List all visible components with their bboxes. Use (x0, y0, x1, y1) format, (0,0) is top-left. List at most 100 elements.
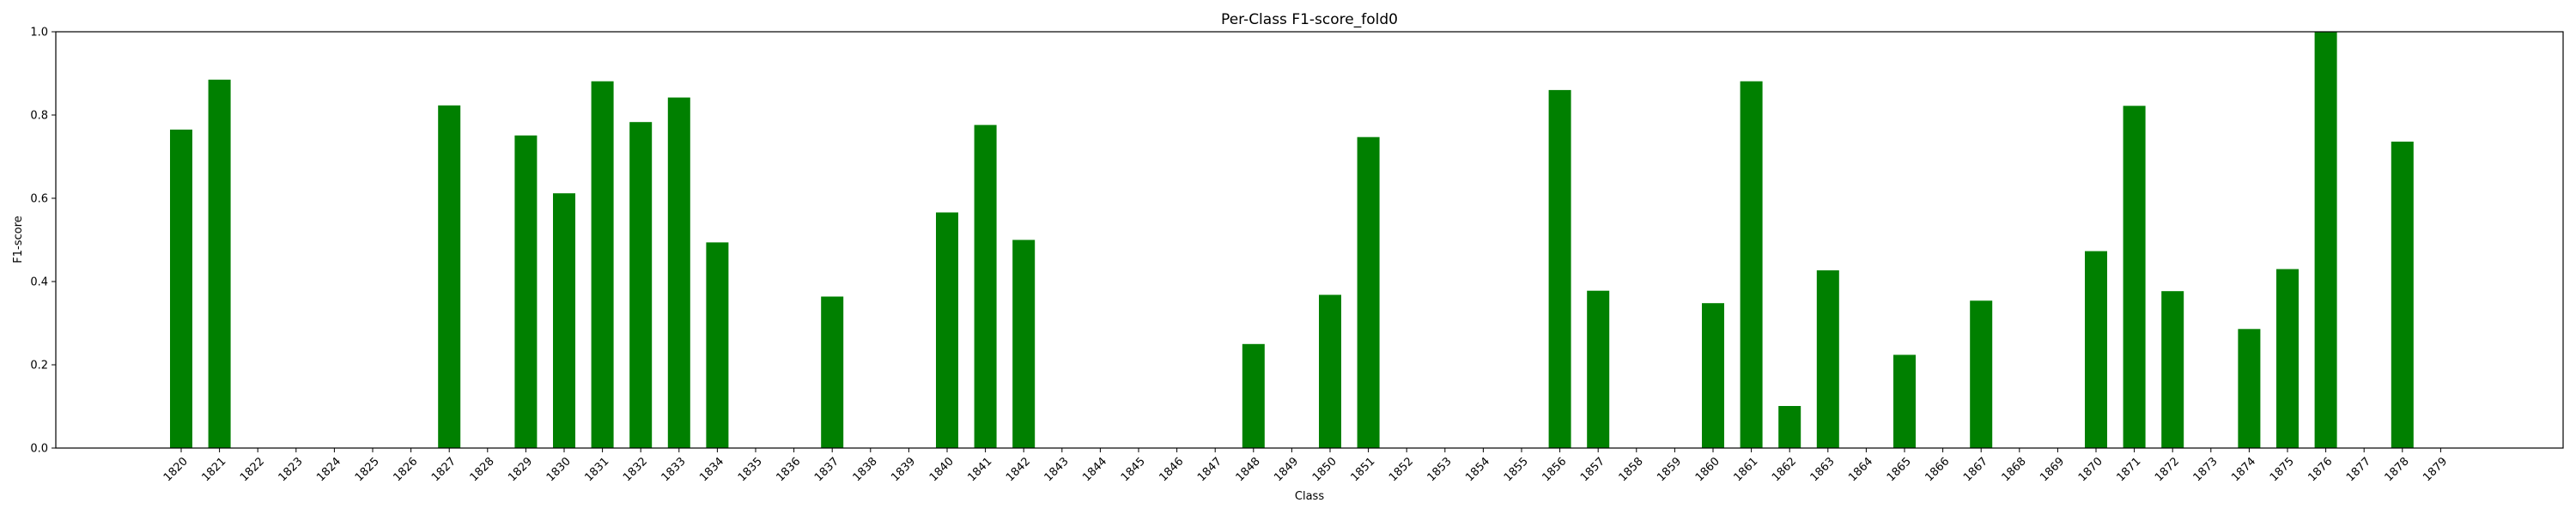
bar-1878 (2391, 142, 2414, 448)
x-tick-label: 1859 (1655, 455, 1684, 484)
x-tick-label: 1842 (1004, 455, 1033, 484)
bar-1872 (2161, 291, 2184, 448)
chart-title: Per-Class F1-score_fold0 (1221, 11, 1398, 28)
y-tick-label: 0.8 (30, 110, 48, 123)
x-tick-label: 1828 (468, 455, 497, 484)
x-tick-label: 1855 (1502, 455, 1531, 484)
bar-1829 (514, 135, 538, 449)
x-tick-label: 1858 (1617, 455, 1646, 484)
x-tick-label: 1856 (1540, 455, 1569, 484)
plot-frame (55, 31, 2564, 449)
y-tick-label: 0.4 (30, 276, 48, 289)
bar-1841 (974, 124, 997, 448)
bar-1871 (2123, 106, 2146, 449)
x-tick-label: 1841 (965, 455, 994, 484)
bar-1820 (170, 130, 192, 448)
x-tick-label: 1829 (506, 455, 535, 484)
x-tick-label: 1863 (1808, 455, 1838, 484)
bars (170, 32, 2414, 449)
y-tick-label: 1.0 (30, 27, 48, 39)
x-tick-label: 1825 (353, 455, 382, 484)
bar-1840 (936, 212, 958, 448)
x-tick-label: 1862 (1770, 455, 1799, 484)
x-tick-label: 1830 (544, 455, 574, 484)
bar-1848 (1242, 343, 1265, 449)
y-axis: 0.0 0.2 0.4 0.6 0.8 1.0 (30, 27, 56, 456)
x-tick-label: 1832 (621, 455, 650, 484)
x-tick-label: 1866 (1923, 455, 1952, 484)
x-tick-label: 1845 (1119, 455, 1148, 484)
x-tick-label: 1838 (851, 455, 880, 484)
bar-1865 (1893, 354, 1916, 448)
bar-1870 (2085, 251, 2107, 448)
x-tick-label: 1837 (812, 455, 841, 484)
x-tick-label: 1853 (1425, 455, 1455, 484)
bar-1834 (706, 242, 729, 448)
x-tick-label: 1823 (276, 455, 306, 484)
x-tick-label: 1867 (1961, 455, 1990, 484)
x-tick-label: 1820 (161, 455, 191, 484)
x-tick-label: 1847 (1195, 455, 1224, 484)
x-tick-label: 1824 (314, 455, 343, 484)
bar-1867 (1970, 300, 1993, 448)
x-tick-label: 1872 (2153, 455, 2182, 484)
x-tick-label: 1864 (1846, 455, 1875, 484)
x-tick-label: 1827 (429, 455, 459, 484)
x-tick-label: 1826 (391, 455, 420, 484)
y-axis-label: F1-score (12, 215, 25, 263)
x-tick-label: 1871 (2114, 455, 2143, 484)
bar-1821 (208, 79, 231, 449)
bar-1837 (821, 296, 844, 448)
bar-1856 (1548, 89, 1571, 449)
bar-1827 (438, 105, 461, 449)
x-tick-label: 1873 (2191, 455, 2221, 484)
x-tick-label: 1879 (2421, 455, 2450, 484)
bar-1857 (1587, 290, 1610, 448)
x-tick-label: 1877 (2344, 455, 2373, 484)
y-tick-label: 0.0 (30, 443, 48, 456)
bar-1860 (1702, 303, 1724, 448)
x-tick-label: 1839 (889, 455, 918, 484)
x-tick-label: 1851 (1348, 455, 1377, 484)
x-tick-label: 1857 (1578, 455, 1607, 484)
x-tick-label: 1844 (1080, 455, 1109, 484)
x-tick-label: 1836 (774, 455, 803, 484)
bar-1832 (629, 122, 653, 448)
x-tick-label: 1846 (1157, 455, 1186, 484)
bar-1876 (2314, 32, 2337, 448)
bar-1861 (1740, 81, 1763, 448)
bar-1874 (2238, 329, 2261, 448)
bar-1850 (1319, 294, 1341, 448)
x-tick-label: 1849 (1272, 455, 1301, 484)
x-tick-label: 1878 (2383, 455, 2412, 484)
bar-1862 (1778, 406, 1801, 448)
bar-1875 (2276, 269, 2299, 448)
x-tick-label: 1869 (2038, 455, 2067, 484)
x-tick-label: 1861 (1731, 455, 1760, 484)
x-tick-label: 1834 (697, 455, 726, 484)
x-tick-label: 1860 (1693, 455, 1722, 484)
y-tick-label: 0.2 (30, 360, 48, 373)
bar-1830 (553, 193, 575, 448)
y-tick-label: 0.6 (30, 193, 48, 206)
x-tick-label: 1843 (1042, 455, 1072, 484)
x-tick-label: 1833 (659, 455, 689, 484)
x-tick-label: 1865 (1885, 455, 1914, 484)
x-tick-label: 1870 (2076, 455, 2105, 484)
bar-1851 (1357, 136, 1380, 448)
x-tick-label: 1831 (582, 455, 611, 484)
x-axis-label: Class (1295, 490, 1324, 503)
x-tick-label: 1854 (1463, 455, 1492, 484)
x-axis: 1820 1821 1822 1823 1824 1825 1826 1827 1828 1829… (161, 448, 2450, 484)
x-tick-label: 1821 (199, 455, 228, 484)
bar-1842 (1012, 239, 1036, 448)
bar-1831 (591, 81, 614, 448)
x-tick-label: 1835 (736, 455, 765, 484)
x-tick-label: 1822 (238, 455, 267, 484)
x-tick-label: 1875 (2268, 455, 2297, 484)
bar-1833 (667, 97, 690, 448)
bar-1863 (1816, 270, 1839, 448)
x-tick-label: 1840 (927, 455, 957, 484)
x-tick-label: 1874 (2229, 455, 2258, 484)
